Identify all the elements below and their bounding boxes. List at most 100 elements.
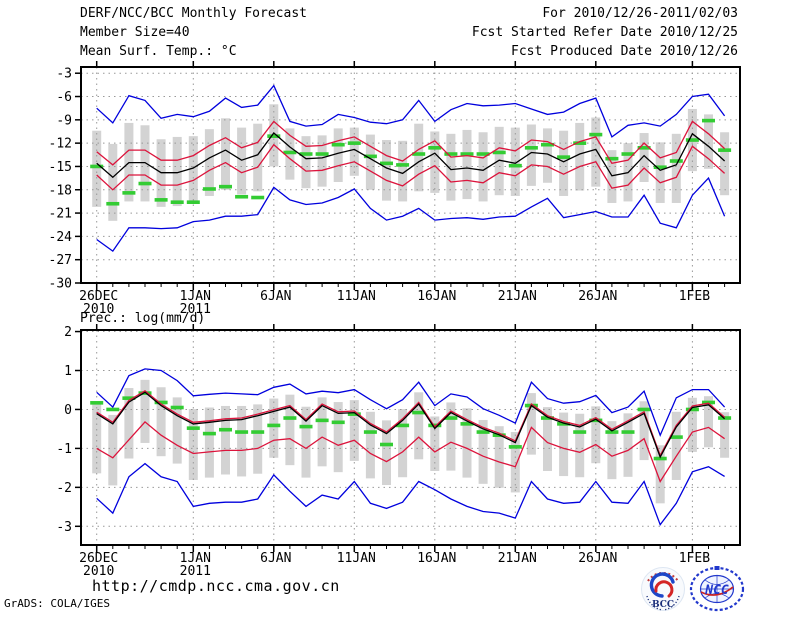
observation-dash	[508, 163, 522, 168]
y-tick-label: -27	[49, 253, 72, 268]
observation-dash	[315, 152, 329, 156]
ensemble-spread-bar	[655, 445, 665, 504]
bcc-logo-arc-text-bottom2	[663, 595, 680, 611]
ensemble-spread-bar	[382, 420, 391, 486]
observation-dash	[122, 396, 136, 400]
observation-dash	[219, 427, 232, 432]
y-tick-label: 2	[64, 325, 72, 340]
ensemble-spread-bar	[623, 413, 633, 477]
observation-dash	[331, 142, 345, 147]
ensemble-spread-bar	[430, 131, 440, 193]
ensemble-spread-bar	[671, 133, 681, 203]
member-size-label: Member Size=40	[80, 25, 190, 40]
observation-dash	[267, 423, 281, 428]
x-tick-label: 11JAN	[337, 551, 376, 566]
observation-dash	[251, 195, 265, 200]
ensemble-spread-bar	[188, 409, 198, 480]
observation-dash	[524, 146, 538, 150]
observation-dash	[363, 154, 377, 159]
x-tick-label: 1FEB	[679, 289, 710, 304]
observation-dash	[460, 422, 474, 426]
ensemble-spread-bar	[285, 394, 295, 466]
ensemble-spread-bar	[365, 134, 375, 190]
observation-dash	[122, 191, 136, 195]
observation-dash	[685, 407, 699, 412]
ensemble-spread-bar	[221, 405, 230, 475]
x-tick-label: 6JAN	[260, 551, 291, 566]
observation-dash	[202, 431, 216, 436]
observation-dash	[251, 430, 265, 434]
ensemble-spread-bar	[317, 397, 327, 467]
observation-dash	[412, 152, 426, 156]
ensemble-spread-bar	[720, 412, 730, 458]
observation-dash	[331, 420, 345, 425]
x-tick-label: 1JAN	[180, 551, 211, 566]
y-tick-label: -24	[49, 230, 73, 245]
x-tick-label: 21JAN	[498, 289, 537, 304]
ensemble-max	[96, 368, 726, 437]
ensemble-spread-bar	[720, 132, 730, 196]
ensemble-spread-bar	[204, 407, 214, 478]
observation-dash	[702, 118, 715, 123]
ensemble-spread-bar	[124, 388, 134, 459]
observation-dash	[396, 163, 410, 167]
mean-minus-std	[96, 421, 725, 483]
observation-dash	[573, 430, 587, 434]
observation-dash	[476, 430, 490, 434]
ensemble-min	[96, 176, 726, 253]
ensemble-spread-bar	[446, 133, 456, 201]
y-tick-label: -9	[56, 113, 72, 128]
mean-plus-std	[96, 390, 726, 457]
ensemble-mean	[96, 391, 726, 459]
observation-dash	[219, 184, 232, 189]
ensemble-spread-bar	[188, 136, 198, 202]
ensemble-spread-bar	[704, 114, 713, 169]
ensemble-spread-bar	[253, 123, 263, 192]
ensemble-spread-bar	[591, 117, 601, 187]
y-tick-label: -1	[56, 442, 72, 457]
observation-dash	[380, 442, 393, 447]
ensemble-spread-bar	[494, 126, 504, 196]
y-tick-label: -6	[56, 90, 72, 105]
grads-credit: GrADS: COLA/IGES	[4, 597, 110, 610]
y-tick-label: -15	[49, 160, 72, 175]
ensemble-spread-bar	[108, 143, 118, 221]
ensemble-spread-bar	[430, 416, 440, 471]
bcc-logo-arc-text-bottom	[646, 595, 663, 611]
x-tick-label: 26JAN	[578, 289, 617, 304]
x-tick-label: 11JAN	[337, 289, 376, 304]
forecast-range-label: For 2010/12/26-2011/02/03	[542, 6, 738, 21]
ensemble-spread-bar	[559, 412, 569, 477]
observation-dash	[428, 423, 442, 428]
y-tick-label: 0	[64, 403, 72, 418]
ensemble-spread-bar	[333, 402, 343, 473]
ensemble-spread-bar	[317, 135, 327, 187]
observation-dash	[589, 418, 603, 423]
ensemble-mean	[96, 132, 726, 179]
plot-border	[80, 329, 741, 546]
observation-dash	[202, 187, 216, 191]
ensemble-spread-bar	[607, 421, 617, 480]
observation-dash	[702, 400, 715, 405]
bcc-logo-swirl-blue	[649, 572, 675, 598]
ensemble-spread-bar	[575, 122, 585, 191]
observation-dash	[718, 148, 732, 152]
observation-dash	[186, 426, 200, 430]
ensemble-spread-bar	[382, 140, 391, 201]
observation-dash	[380, 161, 393, 166]
ensemble-spread-bar	[269, 398, 279, 458]
ensemble-spread-bar	[301, 136, 311, 189]
ncc-logo-globe-grid	[700, 575, 734, 603]
ensemble-spread-bar	[494, 426, 504, 488]
fcst-started-label: Fcst Started Refer Date 2010/12/25	[471, 25, 738, 40]
ensemble-spread-bar	[462, 129, 472, 200]
ensemble-spread-bar	[237, 405, 247, 477]
observation-dash	[315, 418, 329, 423]
ncc-logo-swoosh	[700, 586, 734, 596]
observation-dash	[605, 430, 619, 434]
y-tick-label: -3	[56, 67, 72, 82]
observation-dash	[637, 407, 651, 412]
ensemble-spread-bar	[607, 150, 617, 203]
ensemble-spread-bar	[704, 396, 713, 448]
ensemble-spread-bar	[156, 387, 166, 457]
